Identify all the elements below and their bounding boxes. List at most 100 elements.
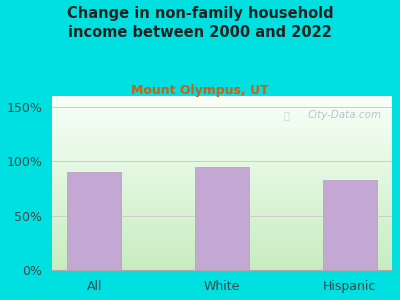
Bar [52,126,392,127]
Bar [52,160,392,162]
Bar [52,159,392,161]
Bar [52,145,392,146]
Bar [52,260,392,261]
Bar [52,235,392,237]
Bar [52,166,392,167]
Bar [52,120,392,122]
Bar [52,171,392,172]
Bar [52,251,392,253]
Bar [52,216,392,218]
Bar [52,169,392,171]
Bar [52,268,392,270]
Bar [52,150,392,152]
Bar [52,261,392,263]
Bar [52,225,392,226]
Bar [52,239,392,240]
Bar [52,256,392,258]
Bar [52,220,392,221]
Bar [52,195,392,197]
Bar [52,246,392,248]
Bar [52,197,392,199]
Bar [52,138,392,140]
Bar [52,122,392,124]
Bar [52,110,392,112]
Bar [52,143,392,145]
Bar [52,187,392,188]
Bar [52,101,392,103]
Bar [52,100,392,101]
Bar [52,134,392,136]
Bar [52,192,392,194]
Bar [52,221,392,223]
Bar [52,117,392,118]
Bar [52,152,392,153]
Bar [52,183,392,185]
Bar [52,185,392,187]
Bar [52,202,392,204]
Bar [52,103,392,105]
Bar [52,178,392,179]
Bar [52,124,392,126]
Bar [52,207,392,209]
Bar [52,190,392,192]
Bar [52,199,392,200]
Bar [195,167,249,270]
Bar [52,228,392,230]
Bar [52,188,392,190]
Bar [52,226,392,228]
Bar [52,200,392,202]
Bar [52,146,392,148]
Bar [52,209,392,211]
Bar [52,129,392,131]
Bar [52,254,392,256]
Bar [52,108,392,110]
Text: City-Data.com: City-Data.com [308,110,382,120]
Bar [52,115,392,117]
Bar [52,206,392,207]
Bar [52,141,392,143]
Bar [52,240,392,242]
Bar [52,230,392,232]
Bar [52,179,392,181]
Bar [52,167,392,169]
Bar [52,113,392,115]
Bar [52,153,392,155]
Text: 🔍: 🔍 [283,110,289,120]
Bar [52,112,392,113]
Bar [52,155,392,157]
Bar [52,127,392,129]
Bar [52,211,392,213]
Bar [52,233,392,235]
Bar [52,136,392,138]
Bar [52,194,392,195]
Bar [52,223,392,225]
Bar [52,148,392,150]
Bar [52,218,392,220]
Bar [52,181,392,183]
Bar [52,204,392,206]
Bar [52,244,392,246]
Bar [52,265,392,266]
Bar [52,172,392,174]
Bar [68,172,121,270]
Bar [52,242,392,244]
Bar [323,180,376,270]
Text: Mount Olympus, UT: Mount Olympus, UT [131,84,269,97]
Bar [52,164,392,166]
Bar [52,162,392,164]
Bar [52,266,392,268]
Bar [52,98,392,100]
Bar [52,249,392,251]
Bar [52,237,392,239]
Bar [52,263,392,265]
Bar [52,96,392,98]
Bar [52,174,392,176]
Bar [52,140,392,141]
Bar [52,176,392,178]
Bar [52,131,392,133]
Bar [52,157,392,159]
Bar [52,214,392,216]
Bar [52,232,392,233]
Bar [52,118,392,120]
Bar [52,248,392,249]
